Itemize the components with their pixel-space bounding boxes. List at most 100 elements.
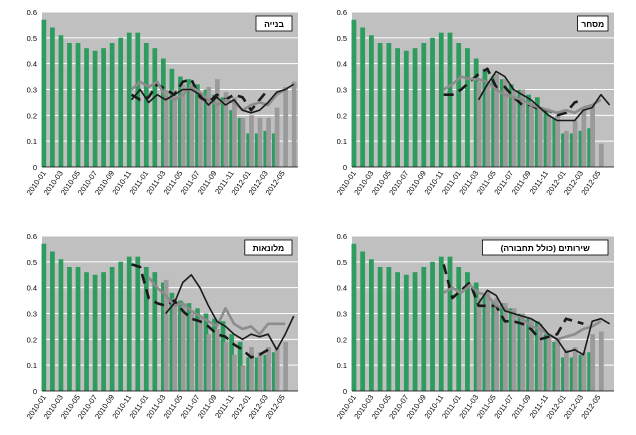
green-bar (578, 130, 584, 167)
green-bar (561, 133, 566, 167)
green-bar (84, 48, 89, 167)
green-bar (101, 272, 106, 391)
green-bar (430, 261, 435, 391)
gray-bar (215, 329, 220, 391)
gray-bar (564, 349, 569, 391)
solid-gray-line (147, 276, 286, 336)
green-bar (587, 352, 593, 391)
green-bar (152, 272, 158, 391)
green-bar (229, 110, 234, 167)
y-tick-label: 0.2 (27, 335, 37, 344)
y-tick-label: 0.6 (337, 8, 347, 17)
gray-bar (529, 318, 534, 391)
dashed-dark-line (130, 77, 270, 112)
green-bar (351, 19, 357, 167)
gray-bar (590, 105, 596, 167)
gray-bar (476, 81, 482, 167)
green-bar (186, 303, 192, 391)
green-bar (499, 79, 505, 167)
chart-panel-top-left: 00.10.20.30.40.50.62010-012010-032010-05… (25, 8, 298, 197)
solid-dark-line (477, 289, 611, 356)
green-bar (526, 94, 531, 167)
gray-bar (206, 334, 212, 391)
green-bar (143, 43, 149, 167)
y-tick-label: 0.5 (27, 258, 37, 267)
green-bar (220, 321, 226, 391)
green-bar (552, 341, 558, 391)
solid-gray-line (443, 75, 602, 115)
green-bar (237, 341, 243, 391)
green-bar (75, 43, 81, 167)
green-bar (67, 267, 72, 391)
dashed-dark-line (131, 263, 269, 359)
green-bar (263, 130, 269, 167)
green-bar (254, 133, 260, 167)
green-bar (412, 272, 418, 391)
gray-bar (485, 290, 491, 391)
title-box (255, 15, 293, 32)
y-tick-label: 0.4 (337, 60, 347, 69)
green-bar (92, 274, 98, 391)
title-box (577, 15, 609, 32)
gray-bar (283, 86, 288, 167)
gray-bar (163, 89, 169, 167)
green-bar (169, 68, 175, 167)
gray-bar (249, 115, 254, 167)
green-bar (569, 133, 575, 167)
y-tick-label: 0.2 (337, 335, 347, 344)
y-tick-label: 0.5 (27, 34, 37, 43)
green-bar (377, 43, 383, 167)
green-bar (517, 313, 523, 391)
gray-bar (598, 331, 604, 391)
gray-bar (555, 115, 561, 167)
green-bar (67, 43, 72, 167)
gray-bar (257, 352, 263, 391)
gray-bar (511, 308, 517, 391)
gray-bar (215, 79, 220, 167)
gray-bar (529, 102, 534, 167)
gray-bar (180, 84, 186, 167)
green-bar (160, 58, 166, 167)
gray-bar (555, 339, 561, 391)
green-bar (135, 256, 141, 391)
green-bar (109, 267, 115, 391)
gray-bar (197, 318, 203, 391)
green-bar (58, 35, 64, 167)
gray-bar (266, 117, 271, 167)
y-tick-label: 0.3 (27, 310, 37, 319)
green-bar (517, 89, 523, 167)
gray-bar (189, 84, 195, 167)
green-bar (84, 272, 89, 391)
green-bar (543, 334, 549, 391)
green-bar (263, 354, 269, 391)
green-bar (254, 357, 260, 391)
solid-gray-line (443, 283, 602, 341)
green-bar (499, 303, 505, 391)
y-tick-label: 0.3 (337, 310, 347, 319)
green-bar (438, 32, 444, 167)
green-bar (271, 133, 277, 167)
gray-bar (163, 279, 169, 391)
y-tick-label: 0.4 (337, 284, 347, 293)
gray-bar (502, 79, 508, 167)
solid-dark-line (130, 83, 295, 114)
green-bar (587, 128, 593, 167)
green-bar (101, 48, 106, 167)
chart-panel-bottom-left: 00.10.20.30.40.50.62010-012010-032010-05… (25, 232, 298, 421)
green-bar (50, 27, 55, 167)
y-tick-label: 0.1 (27, 361, 37, 370)
green-bar (351, 243, 357, 391)
gray-bar (494, 74, 499, 167)
y-tick-label: 0.1 (337, 361, 347, 370)
green-bar (395, 48, 400, 167)
chart-title: שירותים (כולל תחבורה) (501, 243, 590, 253)
y-tick-label: 0 (33, 163, 37, 172)
green-bar (465, 272, 470, 391)
green-bar (195, 308, 200, 391)
green-bar (386, 43, 392, 167)
gray-bar (249, 347, 254, 391)
gray-bar (180, 305, 186, 391)
green-bar (578, 354, 584, 391)
gray-bar (189, 313, 195, 391)
